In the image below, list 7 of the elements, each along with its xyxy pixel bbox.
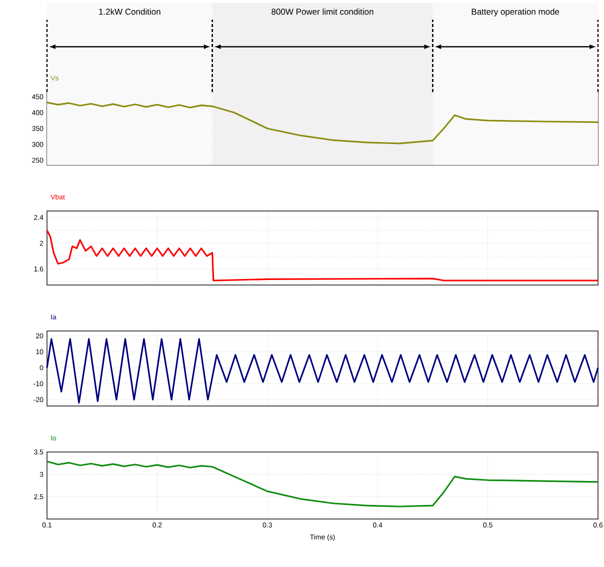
- band-label: 800W Power limit condition: [272, 8, 374, 15]
- line-series: [46, 230, 599, 282]
- line-series: [46, 460, 599, 508]
- band-label: Battery operation mode: [472, 8, 560, 16]
- line-series: [46, 338, 599, 404]
- line-series: [46, 102, 599, 144]
- band-label: 1.2kW Condition: [99, 8, 160, 15]
